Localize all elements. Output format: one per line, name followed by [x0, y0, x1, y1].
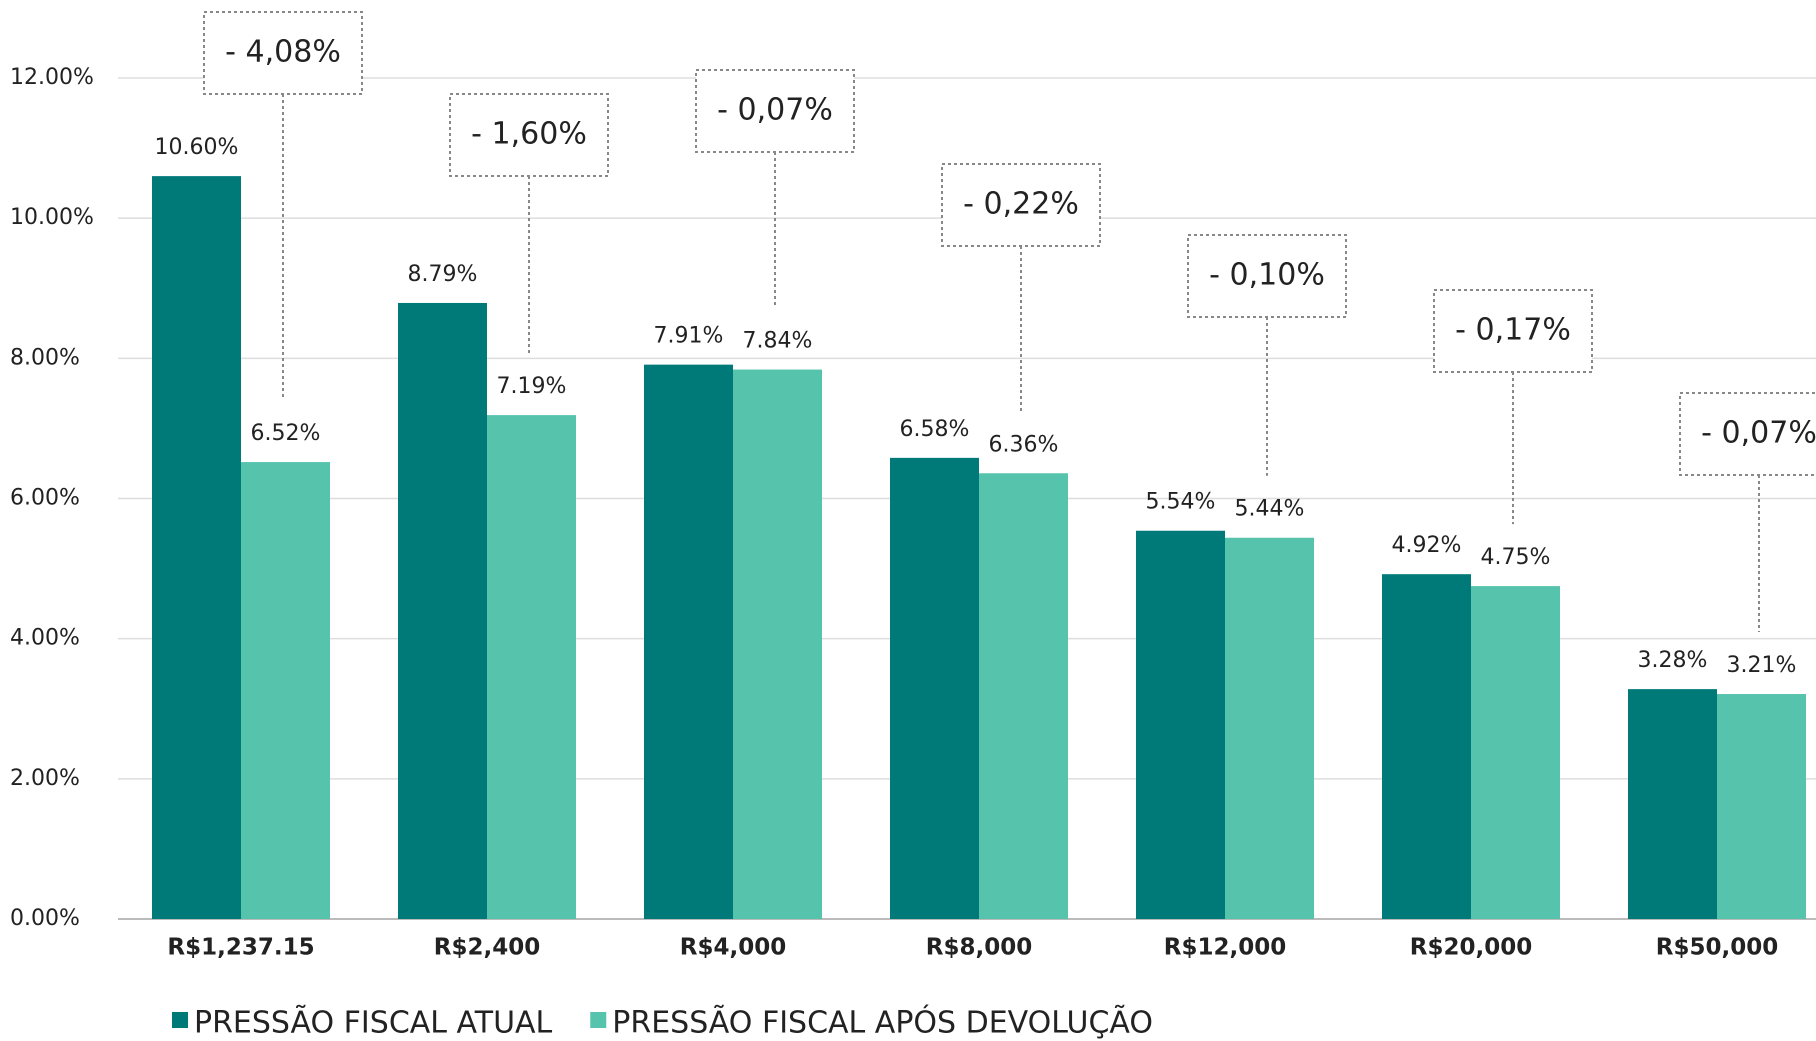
y-tick-label: 2.00%: [10, 766, 80, 791]
value-label: 6.36%: [989, 432, 1059, 457]
y-tick-label: 8.00%: [10, 345, 80, 370]
annotation-box: [449, 93, 609, 177]
y-tick-label: 12.00%: [10, 65, 94, 90]
annotation: - 0,10%: [1209, 258, 1325, 293]
x-tick-label: R$50,000: [1656, 935, 1778, 961]
annotation: - 0,07%: [1701, 416, 1816, 451]
x-tick-label: R$4,000: [680, 935, 786, 961]
x-tick-label: R$1,237.15: [167, 935, 314, 961]
annotation: - 4,08%: [225, 35, 341, 70]
bar: [152, 176, 241, 919]
legend-swatch: [590, 1012, 607, 1028]
value-label: 7.19%: [497, 374, 567, 399]
value-label: 10.60%: [155, 135, 239, 160]
bar: [644, 364, 733, 919]
legend-swatch: [172, 1012, 188, 1028]
x-tick-label: R$20,000: [1410, 935, 1532, 961]
value-label: 4.75%: [1481, 545, 1551, 570]
value-label: 5.44%: [1235, 497, 1305, 522]
annotation: - 0,17%: [1455, 313, 1571, 348]
annotation: - 0,07%: [717, 93, 833, 128]
value-label: 4.92%: [1392, 533, 1462, 558]
y-tick-label: 0.00%: [10, 906, 80, 931]
annotation-box: [1433, 289, 1593, 373]
legend-label: PRESSÃO FISCAL ATUAL: [194, 1005, 553, 1041]
y-tick-label: 4.00%: [10, 626, 80, 651]
value-label: 3.28%: [1638, 648, 1708, 673]
bar: [1382, 574, 1471, 919]
bar: [979, 473, 1068, 919]
bar: [487, 415, 576, 919]
y-tick-label: 6.00%: [10, 486, 80, 511]
value-label: 5.54%: [1146, 490, 1216, 515]
value-label: 7.84%: [743, 329, 813, 354]
bar: [733, 369, 822, 920]
value-label: 7.91%: [654, 324, 724, 349]
annotation: - 1,60%: [471, 117, 587, 152]
value-label: 6.58%: [900, 417, 970, 442]
bar: [1136, 530, 1225, 919]
value-label: 6.52%: [251, 421, 321, 446]
bar: [1471, 586, 1560, 919]
x-tick-label: R$8,000: [926, 935, 1032, 961]
annotation: - 0,22%: [963, 187, 1079, 222]
bar: [890, 457, 979, 919]
bar: [1717, 694, 1806, 919]
annotation-box: [695, 69, 855, 153]
value-label: 3.21%: [1727, 653, 1797, 678]
bar: [398, 302, 487, 919]
x-tick-label: R$12,000: [1164, 935, 1286, 961]
bar: [1628, 689, 1717, 919]
y-tick-label: 10.00%: [10, 205, 94, 230]
legend-label: PRESSÃO FISCAL APÓS DEVOLUÇÃO: [612, 1004, 1153, 1041]
bar: [241, 462, 330, 919]
value-label: 8.79%: [408, 262, 478, 287]
bar: [1225, 537, 1314, 919]
x-tick-label: R$2,400: [434, 935, 540, 961]
